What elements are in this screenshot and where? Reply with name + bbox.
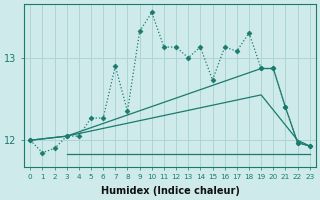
X-axis label: Humidex (Indice chaleur): Humidex (Indice chaleur) bbox=[100, 186, 239, 196]
